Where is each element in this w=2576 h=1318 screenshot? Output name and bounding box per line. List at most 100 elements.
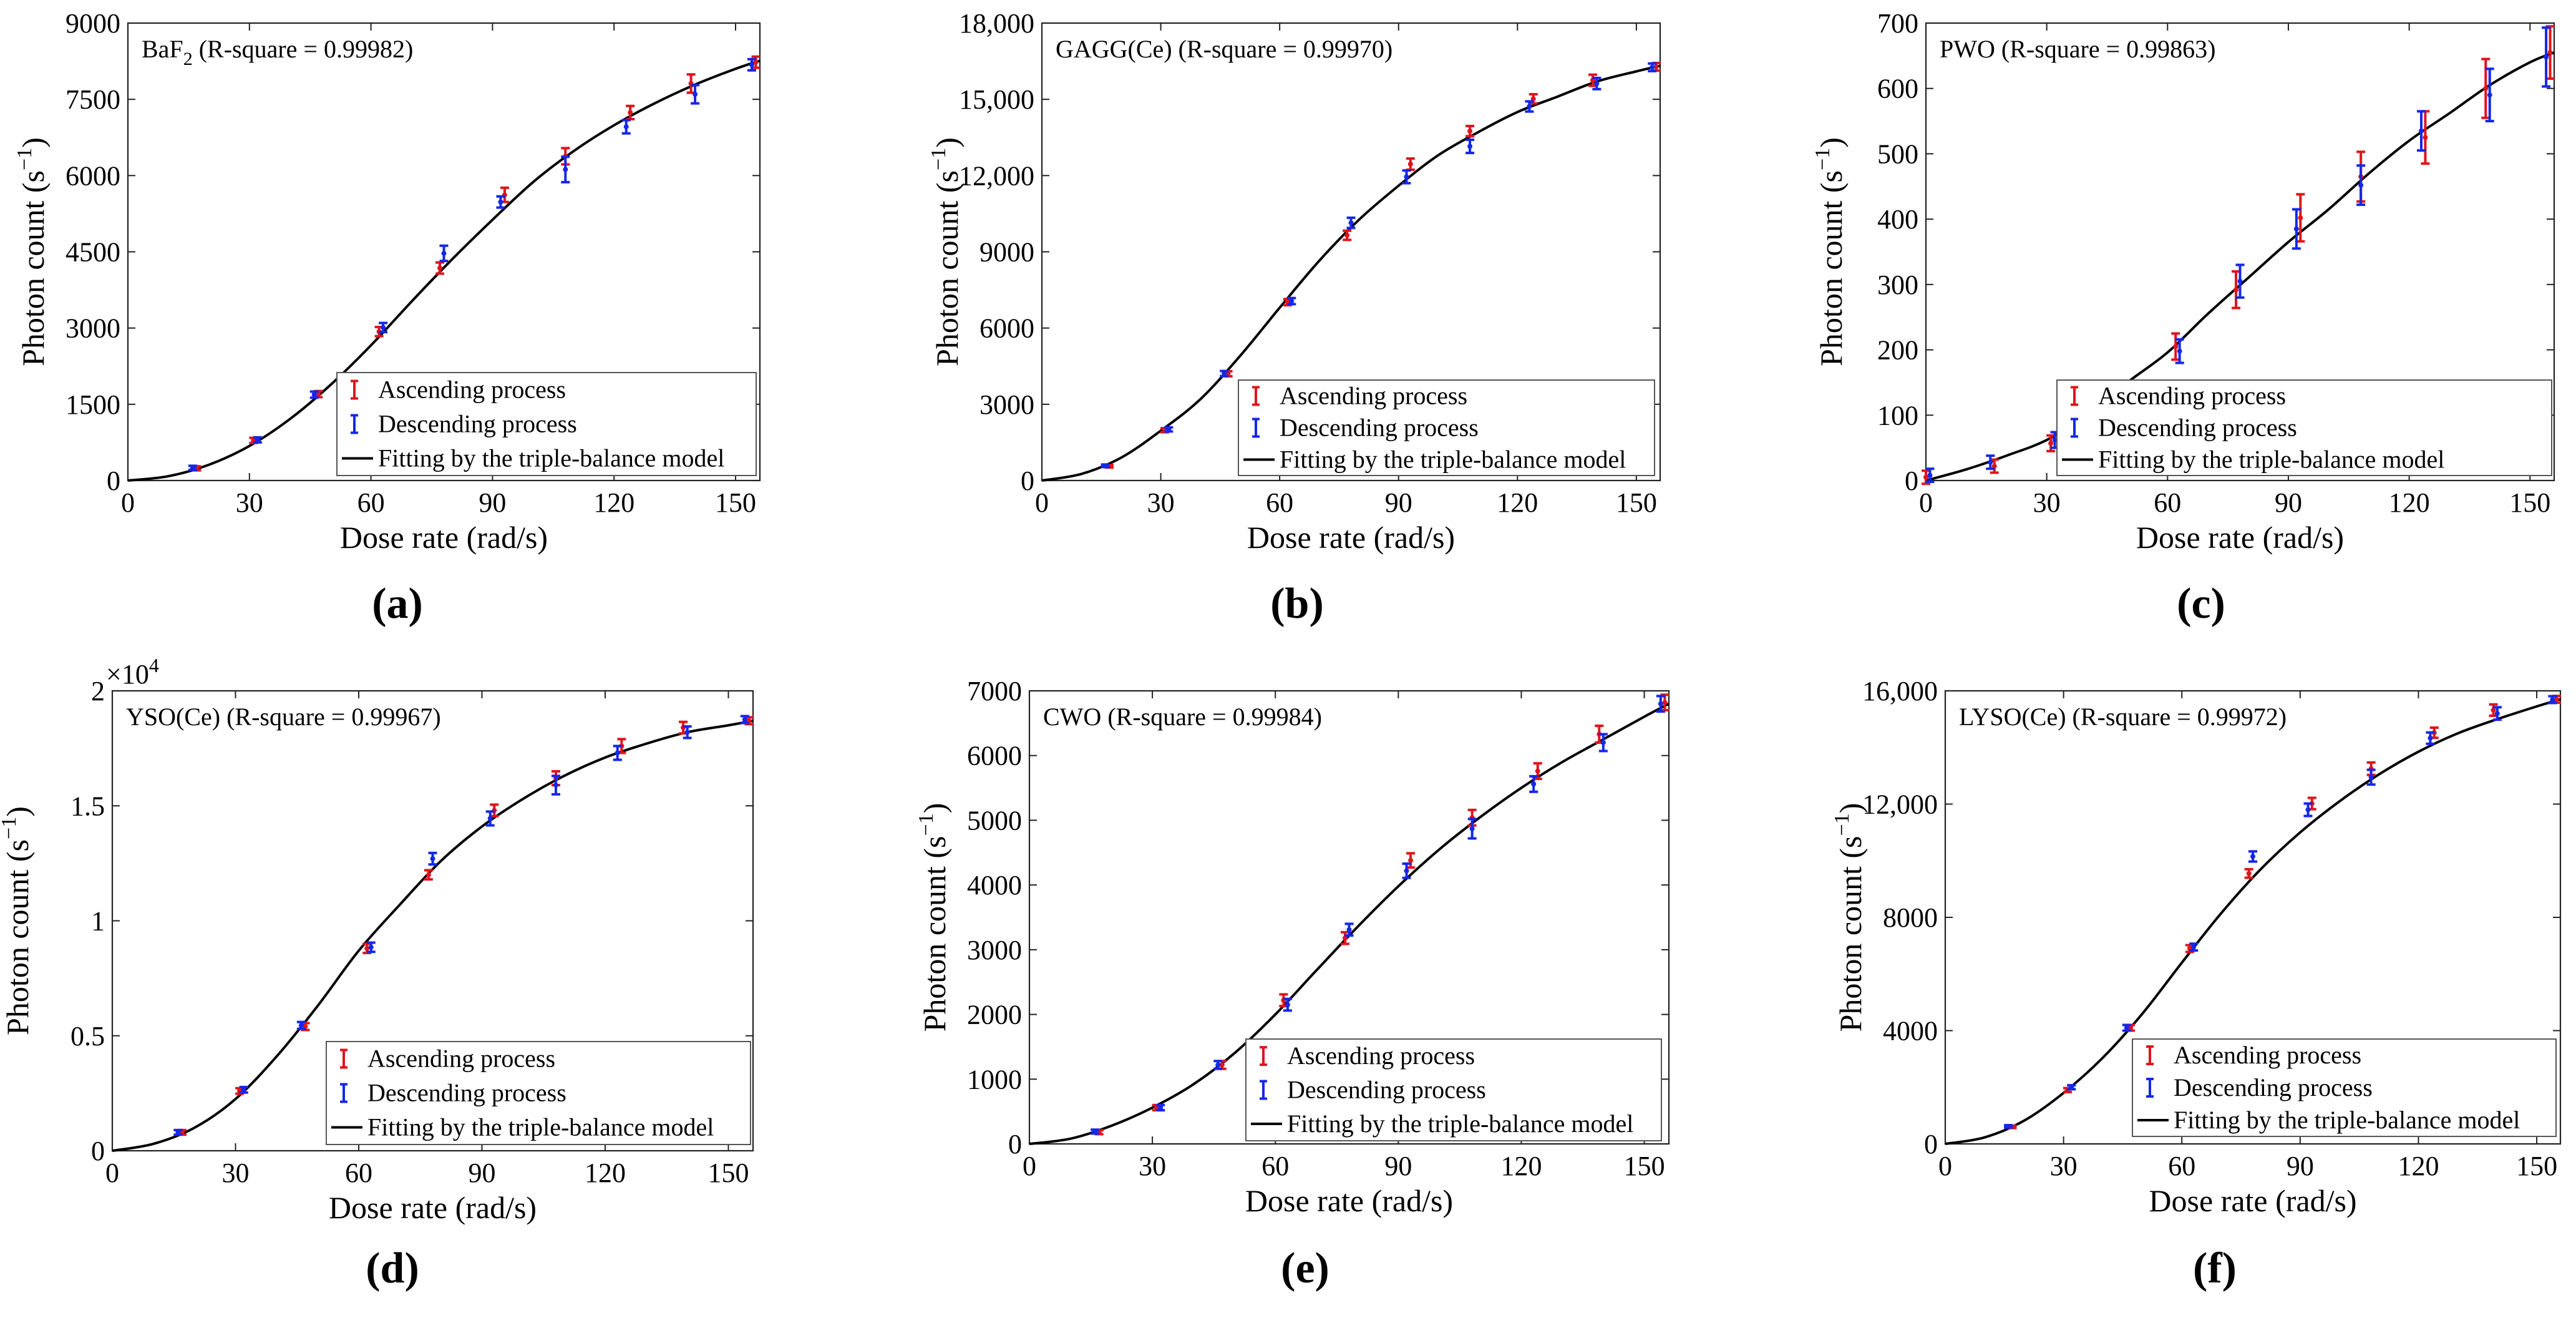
x-axis-label: Dose rate (rad/s): [340, 520, 548, 555]
descending-point: [561, 155, 570, 183]
descending-point: [309, 390, 319, 399]
x-tick-label: 60: [1261, 1151, 1289, 1181]
y-tick-label: 500: [1877, 139, 1918, 169]
material-annotation: GAGG(Ce) (R-square = 0.99970): [1056, 35, 1392, 63]
data-marker: [1923, 474, 1928, 480]
descending-point: [691, 84, 700, 105]
legend: Ascending process Descending process Fitti…: [1238, 379, 1655, 476]
legend-label-descending: Descending process: [367, 1079, 566, 1107]
legend-box: [2132, 1038, 2557, 1137]
data-marker: [498, 199, 503, 205]
ascending-point: [1343, 229, 1352, 242]
data-marker: [1348, 220, 1354, 226]
descending-point: [621, 119, 631, 135]
descending-point: [1467, 818, 1477, 840]
descending-point: [1525, 100, 1534, 113]
data-marker: [753, 59, 759, 65]
legend-box: [1238, 379, 1655, 476]
data-marker: [1408, 857, 1414, 863]
y-tick-label: 8000: [1883, 902, 1938, 933]
data-marker: [742, 717, 747, 723]
data-marker: [2124, 1025, 2129, 1030]
data-marker: [2491, 707, 2496, 713]
data-marker: [368, 944, 374, 950]
data-marker: [1653, 64, 1659, 70]
axes-frame: [1925, 22, 2555, 482]
data-marker: [1650, 64, 1655, 70]
x-tick-label: 30: [1147, 487, 1175, 518]
legend-box: [336, 372, 757, 476]
data-marker: [2191, 944, 2197, 950]
y-tick-label: 4000: [967, 870, 1022, 901]
x-axis-label: Dose rate (rad/s): [1245, 1183, 1453, 1218]
data-marker: [2298, 215, 2303, 221]
y-tick-label: 6000: [967, 741, 1022, 771]
x-tick-label: 90: [479, 487, 506, 518]
data-marker: [1158, 1105, 1164, 1110]
data-marker: [628, 110, 633, 115]
data-marker: [2128, 1025, 2134, 1030]
y-axis-label: Photon count (s−1): [927, 137, 965, 366]
y-tick-label: 0.5: [70, 1021, 105, 1052]
data-marker: [1467, 129, 1473, 134]
y-tick-label: 1500: [66, 389, 120, 420]
descending-point: [613, 744, 622, 761]
material-annotation: YSO(Ce) (R-square = 0.99967): [126, 703, 441, 731]
material-annotation: CWO (R-square = 0.99984): [1043, 703, 1322, 731]
legend: Ascending process Descending process Fitti…: [326, 1041, 751, 1145]
data-marker: [2305, 807, 2311, 813]
data-marker: [2246, 871, 2252, 876]
data-marker: [1658, 701, 1663, 706]
descending-point: [439, 244, 449, 263]
data-marker: [2544, 54, 2549, 60]
data-marker: [175, 1130, 181, 1135]
y-tick-label: 0: [1924, 1129, 1938, 1159]
chart-panel-d: 0 30 60 90 120 150 0 0.5 1 1.5 2×104 Dose rate (rad…: [0, 654, 754, 1292]
x-tick-label: 0: [121, 487, 135, 518]
y-tick-label: 300: [1877, 270, 1918, 300]
data-marker: [2006, 1123, 2011, 1129]
legend-label-fit: Fitting by the triple-balance model: [2174, 1106, 2520, 1134]
data-marker: [1404, 174, 1409, 180]
data-marker: [2233, 287, 2239, 293]
data-marker: [311, 392, 317, 398]
y-tick-label: 2000: [967, 1000, 1022, 1030]
data-marker: [1535, 768, 1540, 774]
legend: Ascending process Descending process Fitti…: [336, 372, 757, 476]
descending-point: [1101, 463, 1110, 469]
material-annotation: BaF2 (R-square = 0.99982): [142, 35, 413, 69]
data-marker: [1289, 298, 1295, 304]
data-marker: [1166, 427, 1172, 432]
material-annotation: LYSO(Ce) (R-square = 0.99972): [1959, 703, 2287, 731]
y-tick-label: 3000: [979, 389, 1034, 420]
y-tick-label: 0: [1021, 466, 1034, 496]
x-axis-label: Dose rate (rad/s): [1247, 520, 1455, 555]
data-marker: [364, 945, 370, 951]
legend: Ascending process Descending process Fitti…: [1245, 1038, 1662, 1141]
chart-panel-b: 0 30 60 90 120 150 0 3000 6000 9000 12,000 15,000 18…: [927, 8, 1661, 628]
y-tick-label: 0: [91, 1136, 105, 1166]
descending-point: [552, 774, 560, 796]
y-tick-label: 9000: [66, 8, 120, 39]
x-tick-label: 30: [222, 1158, 250, 1188]
descending-point: [2366, 768, 2376, 786]
data-marker: [2368, 774, 2374, 780]
data-marker: [1092, 1129, 1098, 1135]
descending-point: [740, 715, 749, 725]
data-marker: [2550, 697, 2555, 703]
data-marker: [1222, 371, 1227, 376]
chart-panel-f: 0 30 60 90 120 150 0 4000 8000 12,000 16,000 Dose r…: [1830, 676, 2562, 1292]
y-tick-label: 400: [1877, 204, 1918, 235]
panel-label: (c): [2177, 580, 2225, 628]
data-marker: [1102, 463, 1108, 469]
panel-label: (f): [2193, 1244, 2237, 1292]
x-tick-label: 90: [469, 1158, 496, 1188]
legend-label-descending: Descending process: [2174, 1073, 2373, 1101]
ascending-point: [424, 869, 433, 881]
descending-point: [296, 1020, 306, 1030]
x-tick-label: 0: [105, 1158, 119, 1188]
descending-point: [683, 725, 692, 740]
descending-point: [379, 321, 388, 334]
legend-label-fit: Fitting by the triple-balance model: [2098, 446, 2444, 474]
descending-point: [2548, 695, 2557, 705]
